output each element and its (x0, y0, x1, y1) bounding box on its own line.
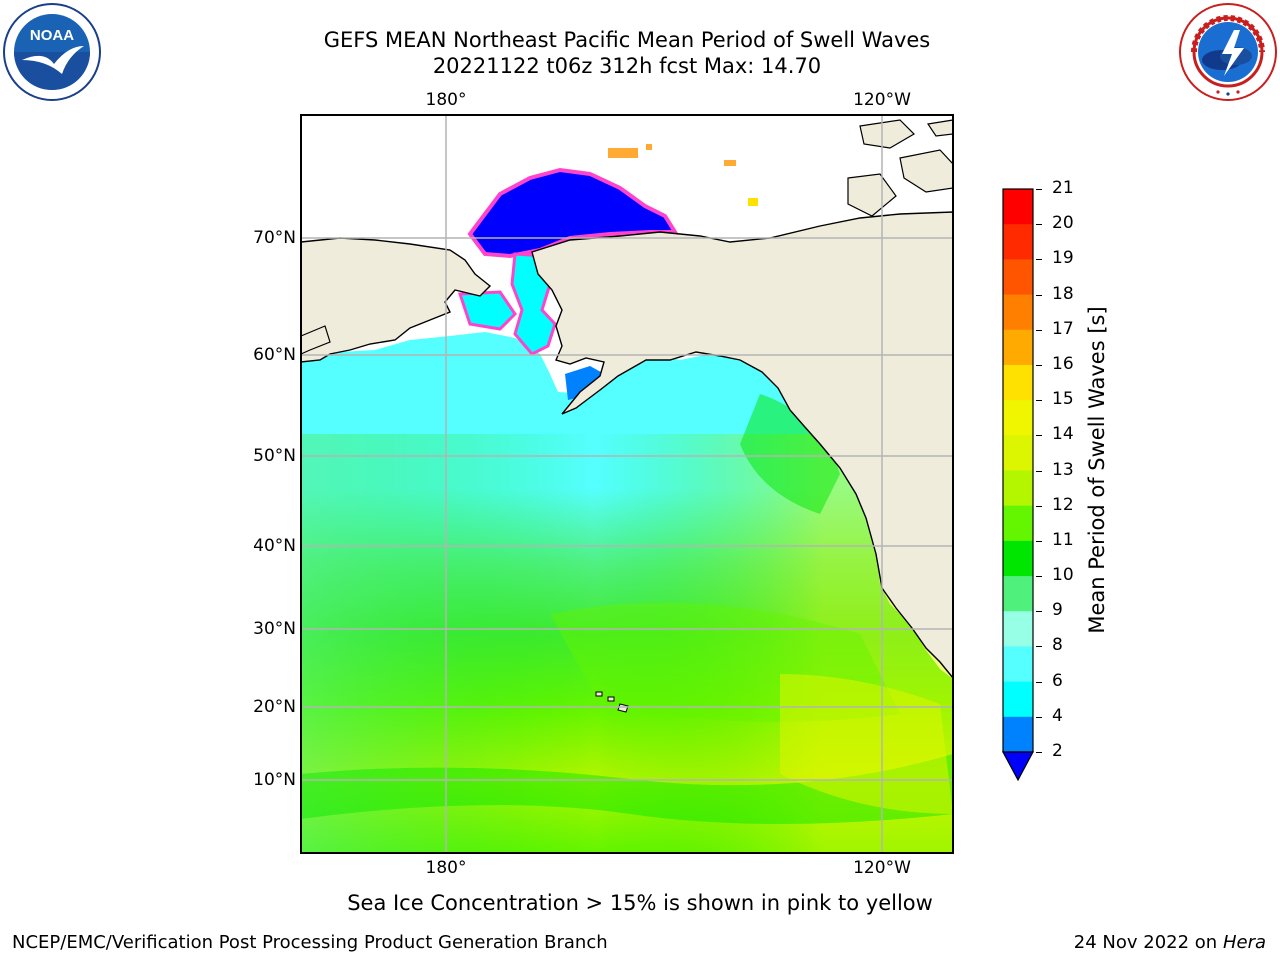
colorbar-tick-label: 12 (1052, 494, 1074, 515)
colorbar-tick-label: 19 (1052, 248, 1074, 269)
footer-machine: Hera (1222, 932, 1266, 953)
lat-label: 10°N (253, 770, 296, 790)
colorbar-tick-label: 6 (1052, 670, 1063, 691)
colorbar-segment (1003, 224, 1033, 260)
colorbar-tick-label: 21 (1052, 178, 1074, 198)
ice-patch (646, 144, 652, 150)
arctic-island (859, 119, 915, 149)
lon-label-bottom: 120°W (853, 858, 911, 878)
lat-label: 50°N (253, 446, 296, 466)
colorbar-segment (1003, 505, 1033, 542)
sea-ice-caption: Sea Ice Concentration > 15% is shown in … (347, 891, 933, 915)
colorbar-tick-label: 8 (1052, 635, 1063, 656)
colorbar-tick-label: 2 (1052, 741, 1063, 761)
chart-subtitle: 20221122 t06z 312h fcst Max: 14.70 (432, 54, 822, 78)
colorbar-tick-mark (1036, 681, 1042, 683)
colorbar-tick-label: 10 (1052, 565, 1074, 586)
colorbar-frame (1002, 188, 1034, 753)
colorbar-segment (1003, 716, 1033, 753)
colorbar-tick-mark (1036, 189, 1042, 190)
lat-label: 60°N (253, 345, 296, 365)
colorbar-segment (1003, 540, 1033, 577)
map-panel (300, 114, 954, 854)
colorbar-tick-mark (1036, 540, 1042, 542)
colorbar-segment (1003, 189, 1033, 225)
ice-patch (748, 198, 758, 206)
colorbar-segment (1003, 259, 1033, 296)
north-america-land (531, 211, 954, 680)
colorbar-tick-mark (1036, 576, 1042, 578)
lat-label: 70°N (253, 228, 296, 248)
colorbar-tick-mark (1036, 294, 1042, 296)
colorbar-tick-label: 9 (1052, 600, 1063, 621)
graticule (301, 115, 953, 853)
arctic-island (847, 173, 897, 217)
colorbar-label: Mean Period of Swell Waves [s] (1085, 306, 1109, 634)
colorbar-segment (1003, 400, 1033, 436)
colorbar-tick-label: 14 (1052, 424, 1074, 445)
colorbar-segment (1003, 364, 1033, 401)
chart-title: GEFS MEAN Northeast Pacific Mean Period … (323, 28, 931, 52)
colorbar-tick-mark (1036, 646, 1042, 648)
colorbar-tick-mark (1036, 611, 1042, 613)
swell-band-east (780, 674, 953, 814)
colorbar-tick-label: 13 (1052, 459, 1074, 480)
ice-patch (724, 160, 736, 166)
colorbar-tick-mark (1036, 259, 1042, 261)
swell-band-gulf (740, 394, 840, 514)
colorbar-segment (1003, 470, 1033, 507)
colorbar-tick-mark (1036, 364, 1042, 366)
nws-logo (1179, 3, 1277, 101)
lat-label: 20°N (253, 697, 296, 717)
lat-label: 40°N (253, 536, 296, 556)
colorbar-tick-label: 17 (1052, 318, 1074, 339)
hawaii-island (595, 691, 603, 697)
footer-left: NCEP/EMC/Verification Post Processing Pr… (12, 932, 608, 953)
lon-label-top: 180° (425, 90, 467, 110)
colorbar-tick-label: 15 (1052, 389, 1074, 410)
colorbar-segment (1003, 294, 1033, 331)
colorbar-tick-label: 11 (1052, 529, 1074, 550)
footer-date: 24 Nov 2022 on (1073, 932, 1218, 953)
lon-label-bottom: 180° (425, 858, 467, 878)
colorbar-segment (1003, 576, 1033, 612)
lon-label-top: 120°W (853, 90, 911, 110)
colorbar (1001, 188, 1035, 782)
ice-patch (608, 148, 638, 158)
colorbar-segment (1003, 646, 1033, 683)
colorbar-segment (1003, 681, 1033, 718)
colorbar-tick-mark (1036, 505, 1042, 507)
colorbar-segment (1003, 611, 1033, 647)
lat-label: 30°N (253, 619, 296, 639)
colorbar-tick-mark (1036, 716, 1042, 718)
arctic-low-period-zone (467, 167, 679, 259)
norton-sound-zone (457, 290, 517, 331)
colorbar-tick-mark (1036, 400, 1042, 402)
swell-band-south (301, 754, 953, 824)
colorbar-tick-mark (1036, 752, 1042, 753)
map-frame (300, 114, 954, 854)
colorbar-tick-mark (1036, 470, 1042, 472)
colorbar-tick-label: 20 (1052, 213, 1074, 234)
colorbar-tick-label: 18 (1052, 283, 1074, 304)
colorbar-tick-label: 4 (1052, 705, 1063, 726)
colorbar-tick-mark (1036, 435, 1042, 437)
colorbar-tick-label: 16 (1052, 353, 1074, 374)
colorbar-tick-mark (1036, 224, 1042, 226)
colorbar-tick-mark (1036, 329, 1042, 331)
colorbar-segment (1003, 329, 1033, 366)
colorbar-extend-arrow (1001, 751, 1035, 782)
footer-right: 24 Nov 2022 on Hera (1074, 932, 1266, 953)
hawaii-island (607, 696, 615, 702)
noaa-logo: NOAA (3, 3, 101, 101)
noaa-logo-text: NOAA (30, 27, 74, 44)
bristol-bay-zone (565, 366, 608, 400)
hawaii-island (617, 703, 629, 713)
siberia-land (300, 237, 492, 363)
colorbar-segment (1003, 435, 1033, 471)
